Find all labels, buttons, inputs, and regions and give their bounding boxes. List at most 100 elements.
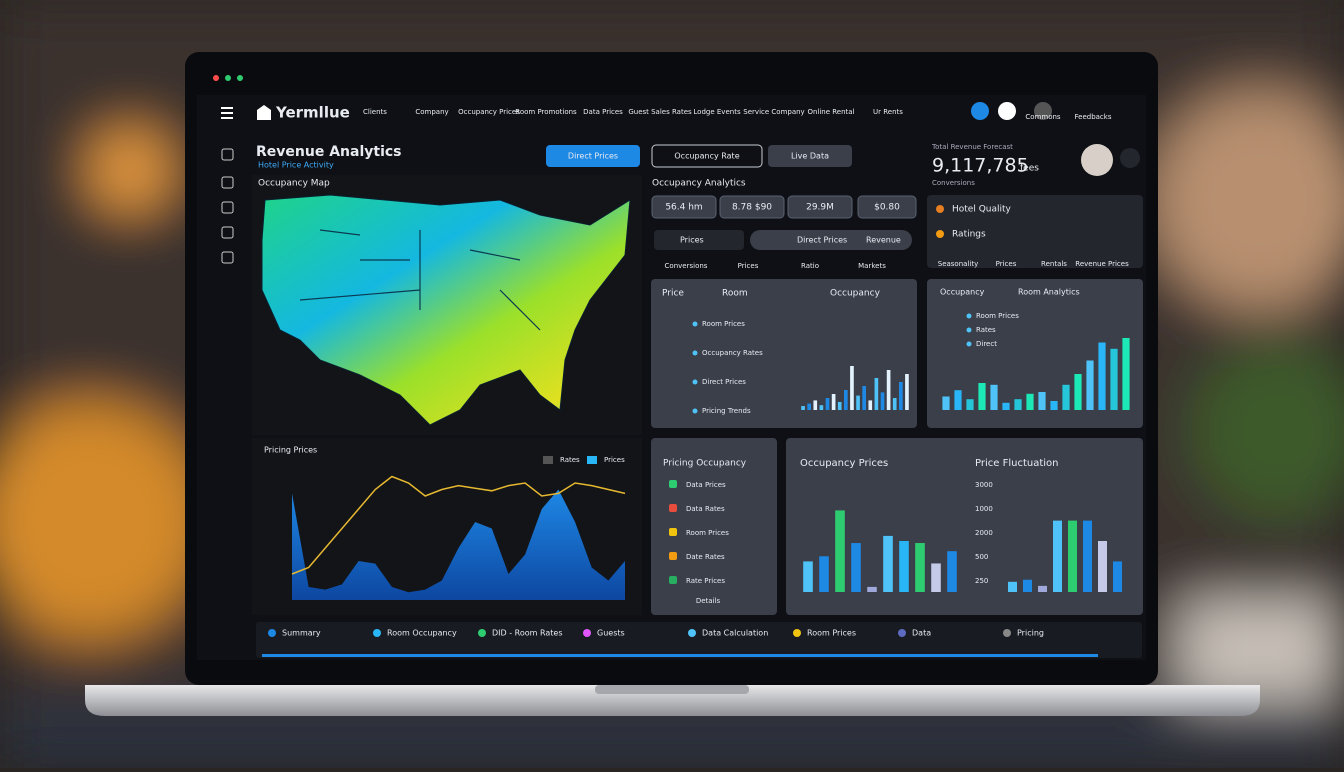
bar	[942, 396, 950, 410]
line-series	[291, 475, 626, 575]
bar	[1002, 402, 1010, 410]
window-dot	[213, 75, 219, 81]
footer-dot	[688, 629, 696, 637]
bar	[1068, 520, 1077, 592]
legend-item: Rates	[560, 456, 580, 464]
bar	[978, 383, 986, 410]
bar	[803, 561, 813, 592]
button[interactable]	[768, 145, 852, 167]
bar	[1074, 374, 1082, 410]
header-action: Commons	[1025, 113, 1061, 121]
avatar[interactable]	[1081, 144, 1113, 176]
legend-swatch	[543, 456, 553, 464]
list-item: Date Rates	[686, 553, 725, 561]
sidebar-icon[interactable]	[221, 251, 234, 264]
footer-item: DID - Room Rates	[492, 629, 563, 638]
bar	[1053, 520, 1062, 592]
avatar-menu[interactable]	[1120, 148, 1140, 168]
list-item: Data Prices	[686, 481, 726, 489]
legend-dot	[692, 379, 698, 385]
footer-dot	[898, 629, 906, 637]
bar	[856, 395, 860, 410]
footer-dot	[583, 629, 591, 637]
chip[interactable]	[651, 195, 717, 219]
legend-dot	[966, 341, 972, 347]
revenue-unit: fees	[1020, 164, 1039, 174]
bar	[1026, 393, 1034, 410]
footer-dot	[268, 629, 276, 637]
chip[interactable]	[857, 195, 917, 219]
bar	[1122, 338, 1130, 410]
bar	[892, 398, 897, 410]
menu-icon[interactable]	[221, 107, 233, 119]
legend-item: Rates	[976, 326, 996, 334]
logo-icon	[257, 105, 271, 120]
header-action: Feedbacks	[1075, 113, 1112, 121]
chip[interactable]	[719, 195, 785, 219]
sidebar-icon[interactable]	[221, 201, 234, 214]
legend-dot	[692, 408, 698, 414]
area-series	[292, 489, 625, 600]
subtitle: Hotel Price Activity	[258, 161, 334, 170]
header-icon[interactable]	[1034, 102, 1052, 120]
sidebar-icon[interactable]	[221, 148, 234, 161]
sidebar-icon[interactable]	[221, 226, 234, 239]
header-icon[interactable]	[971, 102, 989, 120]
bar	[1014, 399, 1022, 410]
panel-title: Occupancy	[940, 288, 985, 297]
chip-label: 56.4 hm	[665, 203, 702, 213]
bar	[931, 563, 941, 592]
nav-item: Room Promotions	[515, 108, 577, 116]
legend-item: Pricing Trends	[702, 407, 751, 415]
button[interactable]	[651, 144, 763, 168]
axis-label: 3000	[975, 481, 993, 489]
button-label: Occupancy Rate	[674, 152, 739, 161]
bar	[801, 406, 805, 410]
chip[interactable]	[787, 195, 853, 219]
tab: Seasonality	[938, 260, 978, 268]
bar	[807, 403, 811, 410]
chip-label: $0.80	[874, 203, 900, 213]
nav-item: Lodge Events	[693, 108, 741, 116]
quality-dot	[936, 230, 944, 238]
window-dot	[237, 75, 243, 81]
bar	[1098, 541, 1107, 592]
legend-dot	[692, 350, 698, 356]
bar	[844, 390, 848, 410]
sidebar-icon[interactable]	[221, 176, 234, 189]
button-label: Direct Prices	[568, 152, 618, 161]
footer-item: Data Calculation	[702, 629, 768, 638]
bar	[899, 541, 909, 592]
filter[interactable]	[654, 230, 744, 250]
map-title: Occupancy Map	[258, 179, 330, 189]
axis-label: 1000	[975, 505, 993, 513]
axis-label: 500	[975, 553, 988, 561]
nav-item: Ur Rents	[873, 108, 903, 116]
button[interactable]	[546, 145, 640, 167]
footer-dot	[478, 629, 486, 637]
bar	[862, 386, 866, 410]
tab: Prices	[996, 260, 1017, 268]
legend-item: Direct Prices	[702, 378, 746, 386]
bar	[947, 551, 957, 592]
bar	[1098, 342, 1106, 410]
us-map[interactable]	[261, 194, 631, 426]
filter[interactable]	[750, 230, 912, 250]
legend-item: Room Prices	[976, 312, 1019, 320]
list-item: Data Rates	[686, 505, 725, 513]
bar	[819, 556, 829, 592]
header-icon[interactable]	[998, 102, 1016, 120]
footer-dot	[1003, 629, 1011, 637]
revenue-caption: Conversions	[932, 179, 975, 187]
panel-extra: Occupancy	[830, 289, 881, 299]
legend-item: Occupancy Rates	[702, 349, 763, 357]
bar	[886, 370, 891, 410]
nav-item: Data Prices	[583, 108, 623, 116]
quality-dot	[936, 205, 944, 213]
tab: Conversions	[665, 262, 708, 270]
legend-item: Prices	[604, 456, 625, 464]
revenue-value: 9,117,785	[932, 155, 1029, 177]
axis-label: 250	[975, 577, 988, 585]
quality-item: Ratings	[952, 230, 986, 240]
